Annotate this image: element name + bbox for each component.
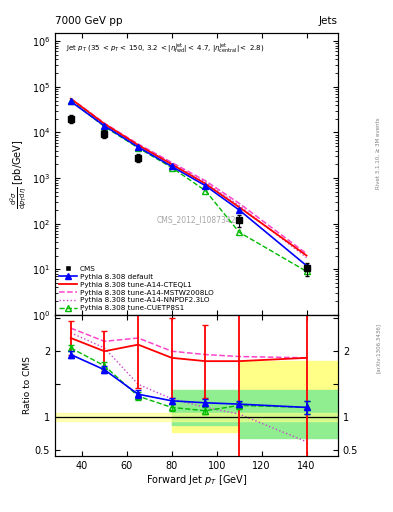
Text: Rivet 3.1.10, ≥ 3M events: Rivet 3.1.10, ≥ 3M events [376, 118, 380, 189]
Legend: CMS, Pythia 8.308 default, Pythia 8.308 tune-A14-CTEQL1, Pythia 8.308 tune-A14-M: CMS, Pythia 8.308 default, Pythia 8.308 … [59, 266, 213, 311]
Text: Jets: Jets [319, 16, 338, 26]
Text: 7000 GeV pp: 7000 GeV pp [55, 16, 123, 26]
Text: Jet $p_T$ (35 $< p_T <$ 150, 3.2 $< |\eta^{\rm jet}_{\rm fwd}| <$ 4.7, $|\eta^{\: Jet $p_T$ (35 $< p_T <$ 150, 3.2 $< |\et… [66, 42, 265, 55]
Text: CMS_2012_I1087342: CMS_2012_I1087342 [157, 215, 236, 224]
Bar [55, 413, 338, 421]
Y-axis label: $\frac{\mathrm{d}^2\sigma}{\mathrm{d}p_T\mathrm{d}\eta}\ \mathrm{[pb/GeV]}$: $\frac{\mathrm{d}^2\sigma}{\mathrm{d}p_T… [8, 139, 29, 209]
X-axis label: Forward Jet $p_T$ [GeV]: Forward Jet $p_T$ [GeV] [146, 473, 247, 487]
Y-axis label: Ratio to CMS: Ratio to CMS [23, 356, 32, 414]
Text: [arXiv:1306.3436]: [arXiv:1306.3436] [376, 323, 380, 373]
